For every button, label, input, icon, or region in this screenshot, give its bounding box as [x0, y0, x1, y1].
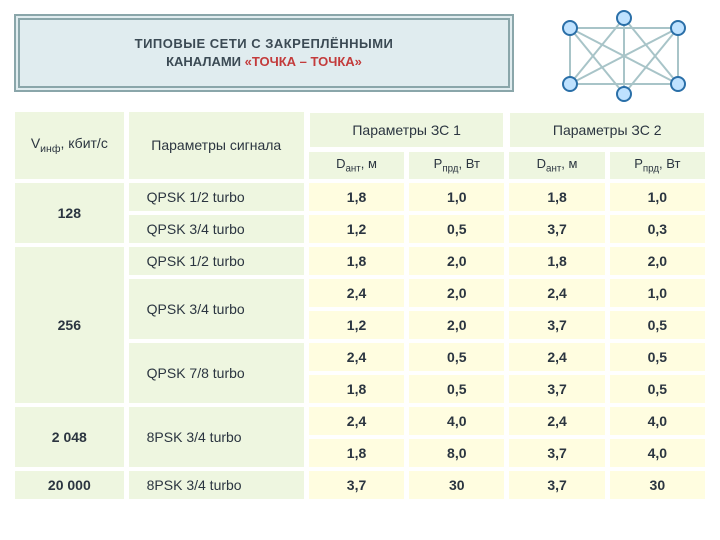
- banner-line2-strong: «ТОЧКА – ТОЧКА»: [245, 54, 362, 69]
- rate-cell: 2 048: [15, 407, 124, 467]
- col-signal: Параметры сигнала: [129, 112, 304, 179]
- table-body: 128 QPSK 1/2 turbo 1,8 1,0 1,8 1,0 QPSK …: [15, 183, 705, 499]
- col-rate-sub: инф: [40, 143, 60, 155]
- rate-cell: 20 000: [15, 471, 124, 499]
- col-rate-sym: V: [31, 135, 40, 151]
- col-zs2: Параметры ЗС 2: [509, 112, 705, 148]
- d2-cell: 1,8: [509, 183, 604, 211]
- p1-cell: 1,0: [409, 183, 504, 211]
- signal-cell: 8PSK 3/4 turbo: [129, 471, 304, 499]
- title-banner: ТИПОВЫЕ СЕТИ С ЗАКРЕПЛЁННЫМИ КАНАЛАМИ «Т…: [14, 14, 514, 92]
- col-p1: Pпрд, Вт: [409, 152, 504, 179]
- col-rate: Vинф, кбит/с: [15, 112, 124, 179]
- col-d2: Dант, м: [509, 152, 604, 179]
- signal-cell: QPSK 1/2 turbo: [129, 247, 304, 275]
- table-row: 256 QPSK 1/2 turbo 1,8 2,0 1,8 2,0: [15, 247, 705, 275]
- banner-line2: КАНАЛАМИ «ТОЧКА – ТОЧКА»: [166, 53, 362, 71]
- signal-cell: QPSK 1/2 turbo: [129, 183, 304, 211]
- signal-cell: 8PSK 3/4 turbo: [129, 407, 304, 467]
- rate-cell: 128: [15, 183, 124, 243]
- table-row: 2 048 8PSK 3/4 turbo 2,4 4,0 2,4 4,0: [15, 407, 705, 435]
- p2-cell: 1,0: [610, 183, 705, 211]
- col-zs1: Параметры ЗС 1: [309, 112, 505, 148]
- parameters-table: Vинф, кбит/с Параметры сигнала Параметры…: [10, 108, 710, 503]
- col-rate-unit: , кбит/с: [60, 135, 107, 151]
- col-d1: Dант, м: [309, 152, 404, 179]
- col-p2: Pпрд, Вт: [610, 152, 705, 179]
- d1-cell: 1,8: [309, 183, 404, 211]
- signal-cell: QPSK 3/4 turbo: [129, 215, 304, 243]
- topology-diagram: [540, 10, 708, 102]
- table-row: 128 QPSK 1/2 turbo 1,8 1,0 1,8 1,0: [15, 183, 705, 211]
- banner-line1: ТИПОВЫЕ СЕТИ С ЗАКРЕПЛЁННЫМИ: [135, 35, 394, 53]
- rate-cell: 256: [15, 247, 124, 403]
- signal-cell: QPSK 7/8 turbo: [129, 343, 304, 403]
- table-row: 20 000 8PSK 3/4 turbo 3,7 30 3,7 30: [15, 471, 705, 499]
- signal-cell: QPSK 3/4 turbo: [129, 279, 304, 339]
- banner-line2-plain: КАНАЛАМИ: [166, 54, 245, 69]
